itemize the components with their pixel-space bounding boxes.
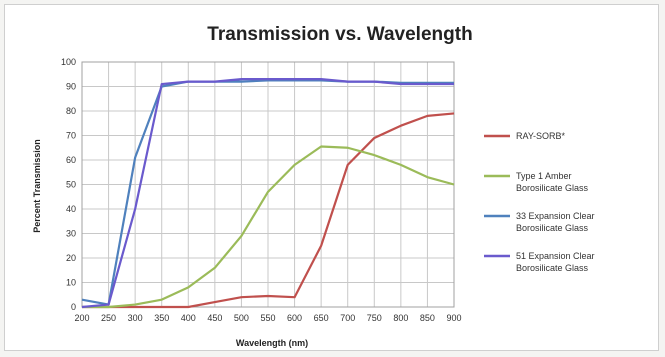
legend: RAY-SORB* Type 1 Amber Borosilicate Glass 3… bbox=[484, 131, 595, 273]
x-tick-label: 650 bbox=[314, 313, 329, 323]
grid bbox=[81, 61, 455, 308]
x-tick-label: 400 bbox=[181, 313, 196, 323]
y-tick-label: 80 bbox=[66, 106, 76, 116]
y-tick-label: 90 bbox=[66, 82, 76, 92]
legend-label-3: 33 Expansion Clear bbox=[516, 211, 595, 221]
x-tick-label: 900 bbox=[446, 313, 461, 323]
x-tick-label: 550 bbox=[260, 313, 275, 323]
y-tick-label: 20 bbox=[66, 253, 76, 263]
y-tick-label: 70 bbox=[66, 131, 76, 141]
y-tick-label: 50 bbox=[66, 180, 76, 190]
series-lines bbox=[81, 78, 455, 309]
legend-label-4: 51 Expansion Clear bbox=[516, 251, 595, 261]
legend-label-1: RAY-SORB* bbox=[516, 131, 566, 141]
x-tick-label: 450 bbox=[207, 313, 222, 323]
series-line-1 bbox=[82, 112, 455, 309]
x-tick-label: 850 bbox=[420, 313, 435, 323]
legend-label-2: Type 1 Amber bbox=[516, 171, 572, 181]
x-tick-label: 500 bbox=[234, 313, 249, 323]
y-axis-label: Percent Transmission bbox=[32, 139, 42, 233]
chart-title: Transmission vs. Wavelength bbox=[207, 24, 472, 45]
legend-label-3: Borosilicate Glass bbox=[516, 223, 589, 233]
x-tick-label: 700 bbox=[340, 313, 355, 323]
series-line-2 bbox=[82, 145, 455, 309]
legend-label-4: Borosilicate Glass bbox=[516, 263, 589, 273]
y-tick-label: 60 bbox=[66, 155, 76, 165]
series-line-4 bbox=[81, 78, 454, 309]
x-tick-label: 200 bbox=[74, 313, 89, 323]
y-tick-label: 40 bbox=[66, 204, 76, 214]
y-tick-label: 0 bbox=[71, 302, 76, 312]
x-tick-label: 300 bbox=[128, 313, 143, 323]
y-tick-label: 100 bbox=[61, 57, 76, 67]
legend-label-2: Borosilicate Glass bbox=[516, 183, 589, 193]
x-tick-labels: 200 250 300 350 400 450 500 550 600 650 700 750 800 8… bbox=[74, 313, 461, 323]
x-axis-label: Wavelength (nm) bbox=[236, 338, 308, 348]
y-tick-labels: 0 10 20 30 40 50 60 70 80 90 100 bbox=[61, 57, 76, 312]
x-tick-label: 600 bbox=[287, 313, 302, 323]
x-tick-label: 250 bbox=[101, 313, 116, 323]
y-tick-label: 30 bbox=[66, 229, 76, 239]
y-tick-label: 10 bbox=[66, 278, 76, 288]
x-tick-label: 350 bbox=[154, 313, 169, 323]
x-tick-label: 750 bbox=[367, 313, 382, 323]
x-tick-label: 800 bbox=[393, 313, 408, 323]
